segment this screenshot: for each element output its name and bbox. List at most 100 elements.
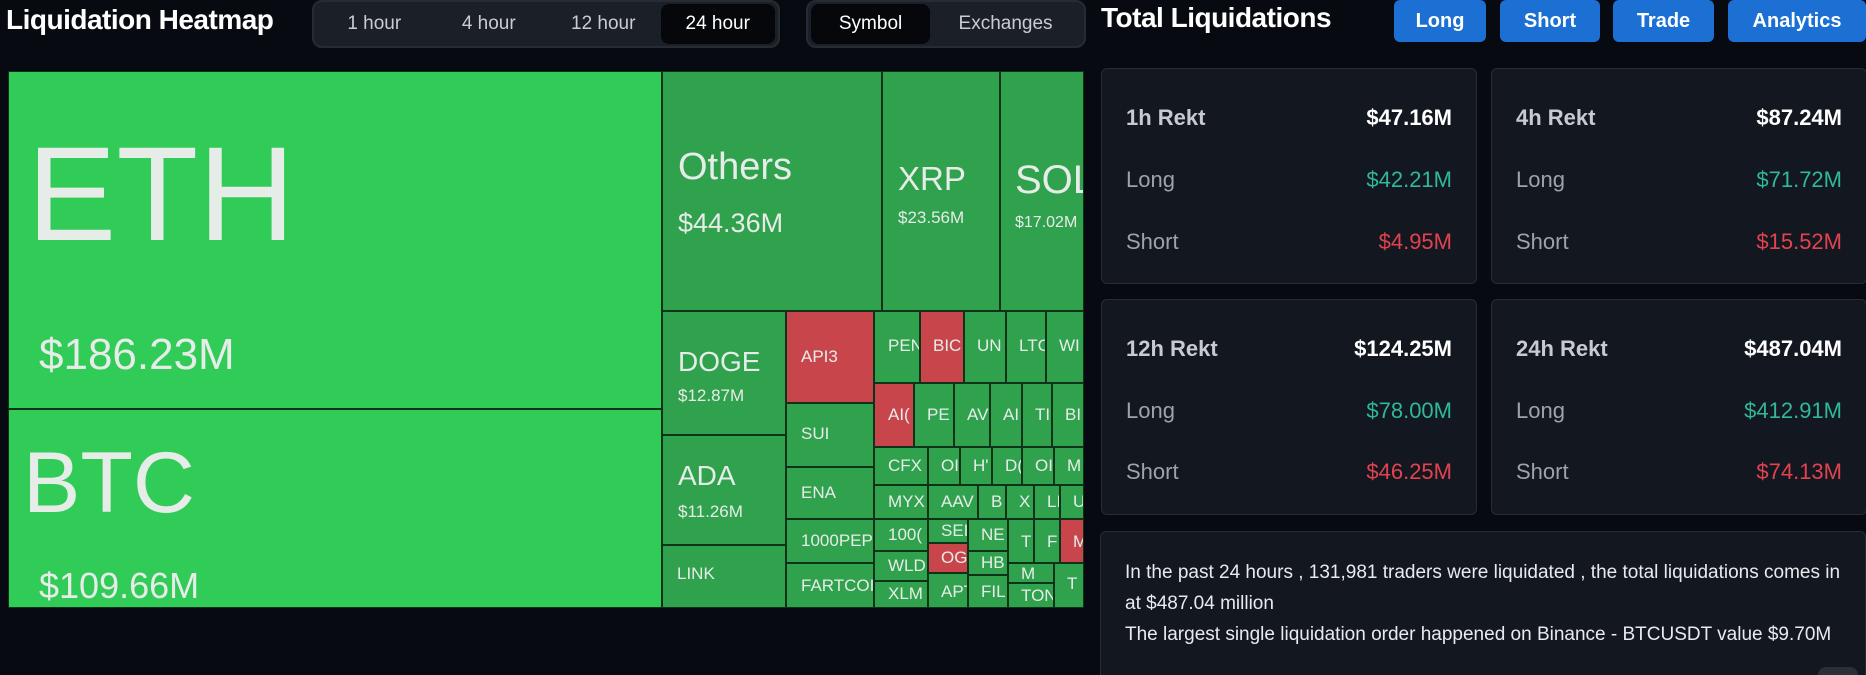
- tile-symbol: TON: [1021, 586, 1054, 605]
- time-range-4-hour[interactable]: 4 hour: [461, 13, 516, 34]
- tile-av[interactable]: AV: [954, 383, 990, 447]
- long-value: $42.21M: [1366, 167, 1452, 192]
- tile-myx[interactable]: MYX: [874, 485, 928, 519]
- tile-fil[interactable]: FIL: [968, 575, 1008, 608]
- short-label: Short: [1516, 229, 1569, 254]
- tile-h[interactable]: H': [960, 447, 992, 485]
- tile-symbol: FIL: [981, 582, 1006, 601]
- tile-symbol: XLM: [888, 584, 923, 603]
- tile-uni[interactable]: UN: [964, 311, 1006, 383]
- tile-symbol: HB: [981, 553, 1005, 572]
- rekt-card-label: 4h Rekt: [1516, 105, 1596, 130]
- tile-aic[interactable]: AI(: [874, 383, 914, 447]
- tile-btc[interactable]: BTC $109.66M: [8, 409, 662, 608]
- tile-symbol: PEN: [888, 336, 920, 355]
- tile-symbol: X: [1019, 492, 1031, 511]
- tile-wld[interactable]: WLD: [874, 551, 928, 581]
- tile-symbol: UN: [977, 336, 1002, 355]
- tile-symbol: AV: [967, 405, 989, 424]
- tile-aave[interactable]: AAV: [928, 485, 978, 519]
- view-exchanges-tab[interactable]: Exchanges: [958, 13, 1053, 34]
- rekt-card-total: $124.25M: [1354, 336, 1452, 361]
- time-range-1-hour[interactable]: 1 hour: [347, 13, 402, 34]
- tile-eth[interactable]: ETH $186.23M: [8, 71, 662, 409]
- tile-m-1[interactable]: M: [1054, 447, 1084, 485]
- rekt-card-4h: 4h Rekt $87.24M Long $71.72M Short $15.5…: [1491, 68, 1866, 284]
- tile-t-1[interactable]: T: [1008, 519, 1034, 563]
- tile-t-2[interactable]: T: [1054, 563, 1084, 608]
- tile-symbol: T: [1021, 532, 1032, 551]
- tile-bi[interactable]: BI: [1052, 383, 1084, 447]
- tile-symbol: DOGE: [678, 346, 761, 377]
- tile-symbol: SOL: [1015, 158, 1083, 202]
- tile-symbol: SUI: [801, 424, 830, 443]
- view-selector: Symbol Exchanges: [806, 0, 1086, 48]
- tile-pe[interactable]: PE: [914, 383, 954, 447]
- tile-doge[interactable]: DOGE $12.87M: [662, 311, 786, 435]
- short-value: $4.95M: [1378, 229, 1452, 254]
- tile-og[interactable]: OGI: [928, 543, 968, 573]
- tile-1000[interactable]: 100(: [874, 519, 928, 551]
- tile-symbol: BTC: [23, 435, 195, 531]
- tile-m-2[interactable]: M: [1060, 519, 1084, 563]
- tile-f[interactable]: F: [1034, 519, 1060, 563]
- short-label: Short: [1126, 459, 1179, 484]
- analytics-button[interactable]: Analytics: [1728, 0, 1866, 42]
- tile-ada[interactable]: ADA $11.26M: [662, 435, 786, 545]
- long-value: $412.91M: [1744, 398, 1842, 423]
- tile-symbol: OI: [941, 456, 959, 475]
- tile-oi-1[interactable]: OI: [928, 447, 960, 485]
- tile-cfx[interactable]: CFX: [874, 447, 928, 485]
- tile-xrp[interactable]: XRP $23.56M: [882, 71, 1000, 311]
- tile-symbol: XRP: [898, 160, 966, 197]
- long-button[interactable]: Long: [1394, 0, 1486, 42]
- time-range-selector: 1 hour 4 hour 12 hour 24 hour: [312, 0, 780, 48]
- time-range-12-hour[interactable]: 12 hour: [571, 13, 636, 34]
- tile-sol[interactable]: SOL $17.02M: [1000, 71, 1084, 311]
- tile-symbol: 1000PEP: [801, 531, 873, 550]
- tile-symbol: WI: [1059, 336, 1080, 355]
- tile-apt[interactable]: APT: [928, 573, 968, 608]
- tile-sei[interactable]: SEI: [928, 519, 968, 543]
- tile-symbol: SEI: [941, 521, 968, 540]
- scroll-top-handle[interactable]: [1818, 667, 1858, 675]
- short-button[interactable]: Short: [1500, 0, 1600, 42]
- liquidation-heatmap: ETH $186.23M BTC $109.66M Others $44.36M…: [8, 71, 1084, 608]
- tile-api3[interactable]: API3: [786, 311, 874, 403]
- tile-fartcoin[interactable]: FARTCOI: [786, 563, 874, 608]
- tile-others[interactable]: Others $44.36M: [662, 71, 882, 311]
- tile-value: $12.87M: [678, 386, 745, 405]
- tile-oi-2[interactable]: OI: [1022, 447, 1054, 485]
- tile-wi[interactable]: WI: [1046, 311, 1084, 383]
- tile-xlm[interactable]: XLM: [874, 581, 928, 608]
- tile-1000pepe[interactable]: 1000PEP: [786, 519, 874, 563]
- tile-symbol: LTC: [1019, 336, 1045, 355]
- short-value: $74.13M: [1756, 459, 1842, 484]
- tile-m-3[interactable]: M: [1008, 563, 1054, 583]
- tile-pen[interactable]: PEN: [874, 311, 920, 383]
- tile-ena[interactable]: ENA: [786, 467, 874, 519]
- tile-li[interactable]: LI: [1034, 485, 1060, 519]
- tile-ltc[interactable]: LTC: [1006, 311, 1046, 383]
- trade-button[interactable]: Trade: [1613, 0, 1714, 42]
- tile-ai[interactable]: AI: [990, 383, 1022, 447]
- rekt-card-24h: 24h Rekt $487.04M Long $412.91M Short $7…: [1491, 299, 1866, 515]
- tile-ton[interactable]: TON: [1008, 583, 1054, 608]
- tile-u[interactable]: U: [1060, 485, 1084, 519]
- tile-link[interactable]: LINK: [662, 545, 786, 608]
- tile-x[interactable]: X: [1006, 485, 1034, 519]
- rekt-card-12h: 12h Rekt $124.25M Long $78.00M Short $46…: [1101, 299, 1477, 515]
- time-range-24-hour[interactable]: 24 hour: [660, 4, 775, 44]
- tile-bio[interactable]: BIC: [920, 311, 964, 383]
- tile-symbol: AI: [1003, 405, 1020, 424]
- tile-d[interactable]: D(: [992, 447, 1022, 485]
- tile-b[interactable]: B: [978, 485, 1006, 519]
- tile-ti[interactable]: TI: [1022, 383, 1052, 447]
- tile-sui[interactable]: SUI: [786, 403, 874, 467]
- tile-ne[interactable]: NE: [968, 519, 1008, 551]
- tile-hb[interactable]: HB: [968, 551, 1008, 575]
- view-symbol-tab[interactable]: Symbol: [811, 4, 931, 44]
- tile-symbol: WLD: [888, 556, 926, 575]
- liquidation-summary: In the past 24 hours , 131,981 traders w…: [1100, 531, 1866, 675]
- tile-symbol: T: [1067, 574, 1078, 593]
